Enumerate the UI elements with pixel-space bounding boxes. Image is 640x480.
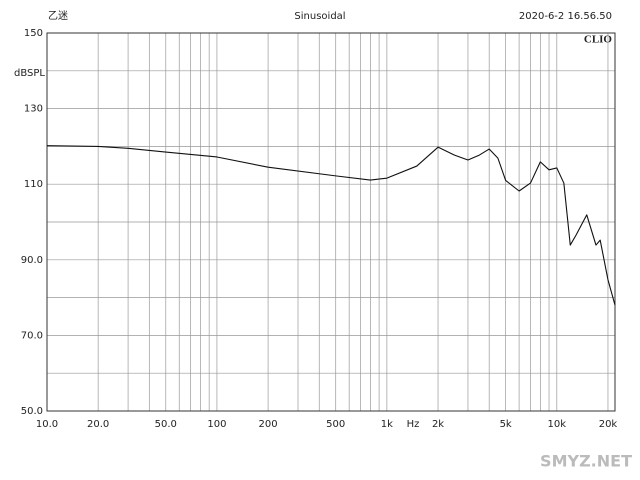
- x-tick-label: 500: [326, 419, 345, 430]
- x-tick-label: 10.0: [36, 419, 58, 430]
- x-tick-label: 20.0: [87, 419, 109, 430]
- x-tick-label: 10k: [548, 419, 567, 430]
- header-center: Sinusoidal: [294, 11, 345, 22]
- x-tick-label: 20k: [599, 419, 618, 430]
- x-tick-label: 1k: [381, 419, 393, 430]
- header-left: 乙迷: [48, 10, 68, 22]
- y-tick-label: 50.0: [21, 406, 43, 417]
- brand: CLIO: [584, 34, 613, 46]
- x-tick-label: 2k: [432, 419, 444, 430]
- x-tick-label: 100: [207, 419, 226, 430]
- y-tick-label: 150: [24, 28, 43, 39]
- y-tick-label: 110: [24, 179, 43, 190]
- x-tick-label: 200: [259, 419, 278, 430]
- x-axis-label: Hz: [407, 419, 420, 430]
- plot-frame: [46, 32, 616, 412]
- y-tick-label: 90.0: [21, 255, 43, 266]
- watermark: SMYZ.NET: [540, 452, 632, 471]
- x-tick-label: 50.0: [155, 419, 177, 430]
- response-line: [46, 145, 616, 306]
- x-tick-label: 5k: [500, 419, 512, 430]
- header-right: 2020-6-2 16.56.50: [519, 11, 612, 22]
- y-tick-label: 70.0: [21, 330, 43, 341]
- y-tick-label: 130: [24, 104, 43, 115]
- y-axis-label: dBSPL: [14, 68, 45, 79]
